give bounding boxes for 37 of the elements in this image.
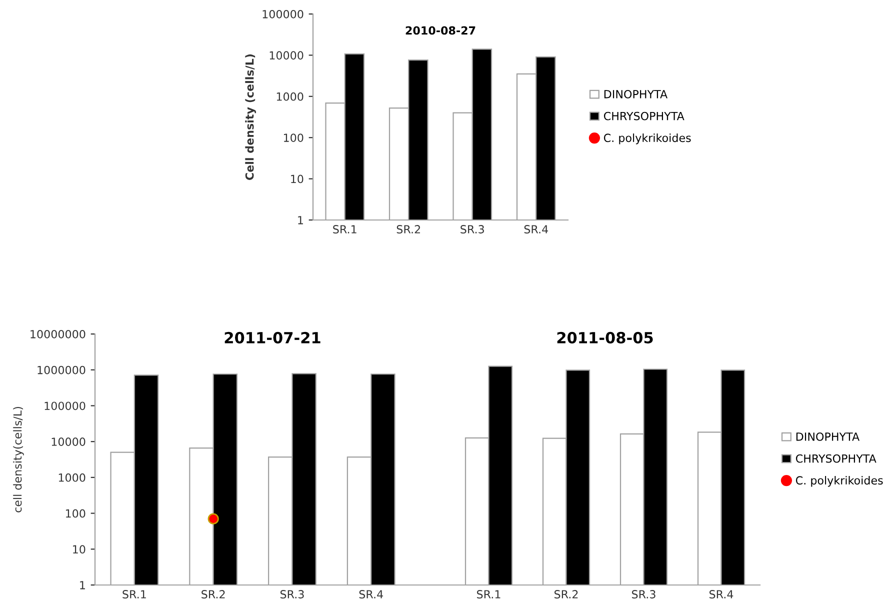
y-axis-title: cell density(cells/L) — [13, 407, 24, 512]
legend-label: CHRYSOPHYTA — [796, 454, 876, 463]
y-tick-label: 100000 — [44, 402, 86, 410]
legend-label: DINOPHYTA — [604, 90, 668, 98]
y-axis-title: Cell density (cells/L) — [245, 54, 256, 180]
y-tick-label: 10000 — [270, 51, 304, 60]
legend-label: C. polykrikoides — [796, 476, 883, 487]
y-tick-label: 100 — [66, 509, 86, 518]
text: 2010-08-27 — [406, 26, 476, 35]
legend-label: DINOPHYTA — [796, 432, 860, 441]
legend-label: C. polykrikoides — [604, 133, 691, 144]
y-tick-label: 10 — [291, 174, 304, 184]
x-tick-label: SR.3 — [632, 590, 656, 598]
y-tick-label: 1000000 — [38, 366, 86, 374]
x-tick-label: SR.1 — [476, 590, 500, 598]
x-tick-label: SR.1 — [122, 590, 146, 598]
x-tick-label: SR.2 — [554, 590, 578, 598]
y-tick-label: 1000 — [58, 473, 86, 482]
y-tick-label: 10000000 — [30, 330, 86, 338]
x-tick-label: SR.1 — [333, 225, 356, 234]
x-tick-label: SR.4 — [359, 590, 383, 598]
chart-title: 2011-07-21 — [224, 332, 320, 344]
x-tick-label: SR.4 — [709, 590, 734, 598]
y-tick-label: 10 — [73, 545, 86, 554]
legend-label: CHRYSOPHYTA — [604, 112, 684, 120]
y-tick-label: 100000 — [262, 10, 304, 18]
y-tick-label: 100 — [284, 134, 304, 142]
x-tick-label: SR.4 — [524, 225, 548, 234]
y-tick-label: 10000 — [52, 438, 86, 446]
x-tick-label: SR.2 — [396, 225, 420, 234]
x-tick-label: SR.3 — [280, 590, 304, 598]
y-tick-label: 1 — [80, 581, 85, 590]
x-tick-label: SR.3 — [460, 225, 484, 234]
y-tick-label: 1000 — [276, 92, 304, 101]
y-tick-label: 1 — [298, 216, 303, 224]
x-tick-label: SR.2 — [202, 590, 225, 598]
chart-title: 2011-08-05 — [557, 332, 653, 344]
